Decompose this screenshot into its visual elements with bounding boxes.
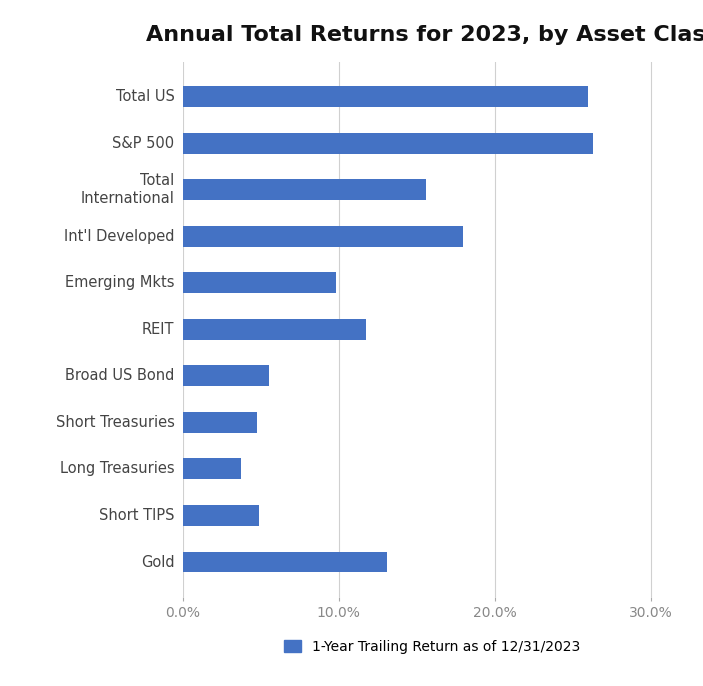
Bar [183, 505, 259, 526]
Bar [183, 458, 241, 480]
Bar [183, 226, 463, 247]
Bar [183, 132, 593, 154]
Bar [183, 179, 427, 200]
Legend: 1-Year Trailing Return as of 12/31/2023: 1-Year Trailing Return as of 12/31/2023 [279, 635, 586, 659]
Title: Annual Total Returns for 2023, by Asset Class: Annual Total Returns for 2023, by Asset … [146, 25, 703, 45]
Bar [183, 86, 588, 107]
Bar [183, 319, 366, 340]
Bar [183, 412, 257, 433]
Bar [183, 272, 336, 293]
Bar [183, 552, 387, 573]
Bar [183, 366, 269, 386]
